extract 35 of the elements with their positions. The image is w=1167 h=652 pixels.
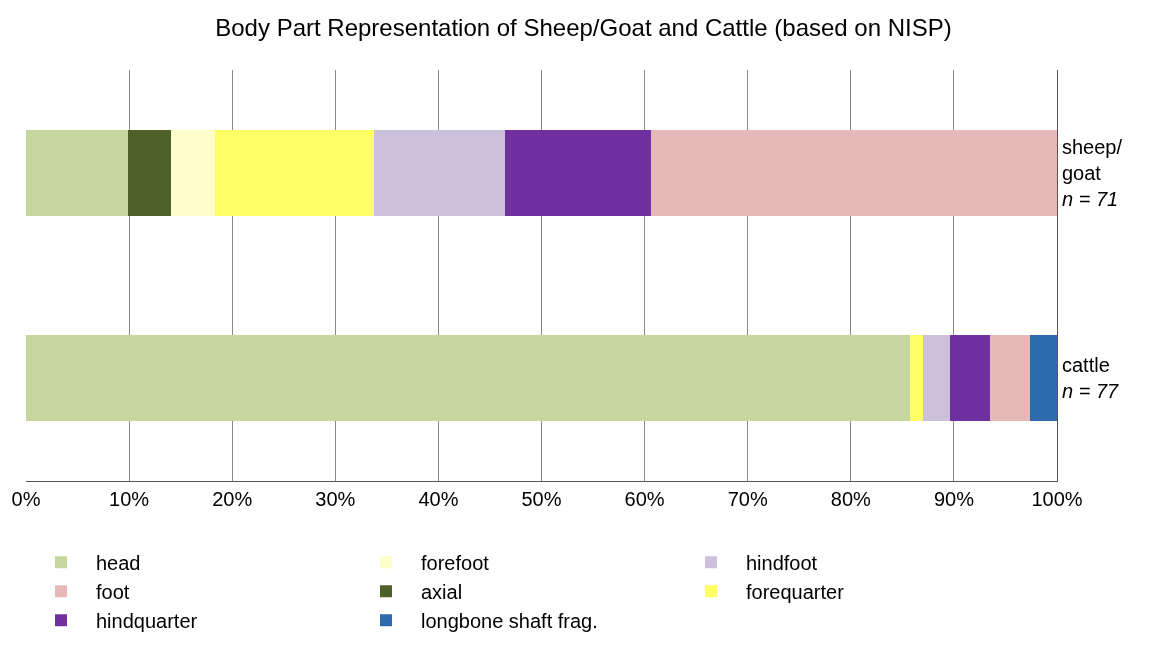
bar — [909, 335, 923, 422]
x-tick-label: 100% — [1031, 488, 1083, 510]
x-tick-label: 90% — [933, 488, 975, 510]
bar — [989, 335, 1031, 422]
legend-label: head — [96, 551, 141, 574]
bar — [650, 129, 1057, 216]
legend-label: foot — [96, 580, 130, 603]
bar — [374, 129, 506, 216]
bar — [214, 129, 375, 216]
y-tick-label: sheep/ goat n = 71 — [1062, 135, 1123, 210]
x-tick-label: 20% — [212, 488, 253, 510]
legend-label: axial — [421, 580, 463, 603]
legend-label: hindquarter — [96, 609, 198, 632]
legend-label: forequarter — [746, 580, 845, 603]
x-tick-label: 50% — [521, 488, 562, 510]
x-tick-label: 60% — [624, 488, 665, 510]
bar — [949, 335, 990, 422]
bar — [505, 129, 651, 216]
bar — [128, 129, 172, 216]
x-tick-label: 0% — [11, 488, 41, 510]
bar — [26, 335, 910, 422]
legend-label: longbone shaft frag. — [421, 609, 598, 632]
x-tick-label: 30% — [315, 488, 356, 510]
legend-label: forefoot — [421, 551, 490, 574]
chart-title: Body Part Representation of Sheep/Goat and Cattle (based on NISP) — [215, 14, 952, 42]
y-tick-label: cattle n = 77 — [1062, 354, 1120, 403]
x-tick-label: 80% — [830, 488, 872, 510]
bar — [1030, 335, 1057, 422]
x-tick-label: 10% — [109, 488, 150, 510]
x-tick-label: 40% — [418, 488, 459, 510]
bar — [171, 129, 215, 216]
legend-label: hindfoot — [746, 551, 818, 574]
x-tick-label: 70% — [727, 488, 768, 510]
bar — [922, 335, 950, 422]
bar — [26, 129, 129, 216]
